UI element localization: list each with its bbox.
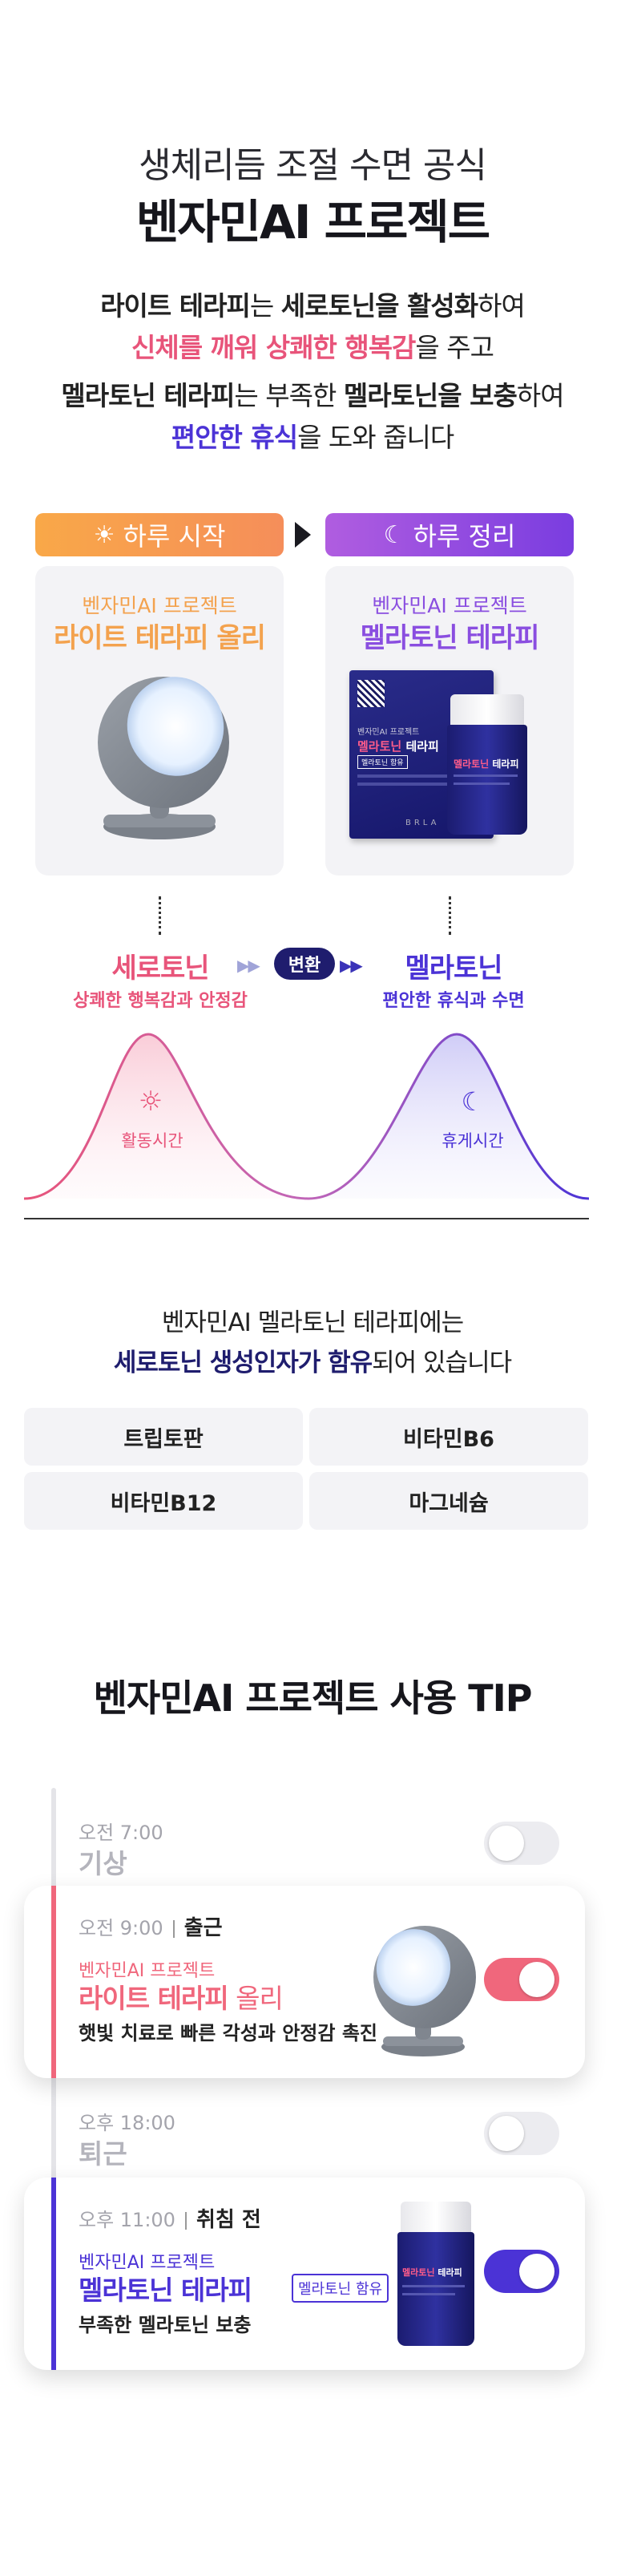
ingredient-vitamin-b6: 비타민B6 — [309, 1408, 588, 1466]
rhythm-line — [23, 1033, 590, 1200]
melatonin-label: 멜라토닌 — [405, 952, 502, 985]
rest-time-label: 휴게시간 — [442, 1131, 503, 1151]
rest-area — [308, 1034, 589, 1199]
moon-icon: ☾ — [462, 1086, 485, 1117]
connector-right — [449, 896, 451, 935]
sun-icon: ☀ — [93, 520, 115, 549]
card-product: 멜라토닌 테라피 — [360, 622, 540, 654]
tip-label: 기상 — [79, 1848, 127, 1879]
tip-brand: 벤자민AI 프로젝트 — [79, 1961, 216, 1981]
tip-time: 오후 18:00 — [79, 2112, 175, 2134]
serotonin-label: 세로토닌 — [111, 952, 209, 985]
tip-title: 벤자민AI 프로젝트 사용 TIP — [93, 1676, 533, 1720]
tip-card-bedtime: 오후 11:00 취침 전 벤자민AI 프로젝트 멜라토닌 테라피 멜라토닌 함유… — [24, 2178, 585, 2370]
tip-brand: 벤자민AI 프로젝트 — [79, 2253, 216, 2273]
melatonin-bottle-image: 멜라토닌 테라피 — [447, 694, 527, 835]
tip-time: 오후 11:00 취침 전 — [79, 2208, 261, 2232]
qr-code-icon — [357, 680, 385, 707]
card-product: 라이트 테라피 올리 — [54, 622, 266, 654]
day-start-header: ☀ 하루 시작 — [35, 513, 284, 556]
moon-icon: ☾ — [383, 520, 405, 549]
page-title: 벤자민AI 프로젝트 — [135, 195, 490, 249]
ingredient-vitamin-b12: 비타민B12 — [24, 1472, 303, 1530]
melatonin-badge: 멜라토닌 함유 — [292, 2274, 389, 2303]
connector-left — [159, 896, 161, 935]
tip-label: 퇴근 — [79, 2138, 127, 2170]
timeline-active-red — [51, 1886, 56, 2078]
light-lamp-image — [98, 677, 229, 839]
tip-product: 멜라토닌 테라피 — [79, 2275, 252, 2306]
tip-desc: 햇빛 치료로 빠른 각성과 안정감 촉진 — [79, 2022, 377, 2044]
active-time-label: 활동시간 — [121, 1131, 183, 1151]
ingredients-intro-1: 벤자민AI 멜라토닌 테라피에는 — [161, 1308, 464, 1337]
intro-line-1: 라이트 테라피는 세로토닌을 활성화하여 — [100, 290, 526, 321]
timeline-active-purple — [51, 2178, 56, 2370]
tip-card-commute: 오전 9:00 출근 벤자민AI 프로젝트 라이트 테라피 올리 햇빛 치료로 빠… — [24, 1886, 585, 2078]
arrow-icons-left: ▶▶ — [237, 956, 260, 975]
toggle-wake[interactable] — [484, 1822, 559, 1865]
card-brand: 벤자민AI 프로젝트 — [82, 594, 237, 617]
light-lamp-image — [373, 1926, 476, 2056]
toggle-melatonin-therapy[interactable] — [484, 2250, 559, 2293]
melatonin-bottle-image: 멜라토닌 테라피 — [397, 2202, 474, 2346]
card-brand: 벤자민AI 프로젝트 — [372, 594, 527, 617]
serotonin-desc: 상쾌한 행복감과 안정감 — [73, 991, 248, 1011]
melatonin-therapy-card[interactable]: 벤자민AI 프로젝트 멜라토닌 테라피 벤자민AI 프로젝트 멜라토닌 테라피 … — [325, 566, 574, 876]
arrow-right-icon — [295, 522, 311, 548]
arrow-icons-right: ▶▶ — [340, 956, 363, 975]
light-therapy-card[interactable]: 벤자민AI 프로젝트 라이트 테라피 올리 — [35, 566, 284, 876]
ingredients-intro-2: 세로토닌 생성인자가 함유되어 있습니다 — [113, 1349, 512, 1377]
intro-line-4: 편안한 휴식을 도와 줍니다 — [171, 422, 454, 453]
toggle-light-therapy[interactable] — [484, 1958, 559, 2001]
tip-desc: 부족한 멜라토닌 보충 — [79, 2314, 252, 2336]
page-subtitle: 생체리듬 조절 수면 공식 — [139, 145, 487, 186]
active-area — [24, 1034, 308, 1199]
day-end-header: ☾ 하루 정리 — [325, 513, 574, 556]
melatonin-desc: 편안한 휴식과 수면 — [382, 991, 525, 1011]
circadian-chart: ☼ ☾ 활동시간 휴게시간 새벽아침낮저녁밤새벽 — [23, 1033, 590, 1219]
convert-badge: 변환 — [274, 948, 335, 980]
intro-line-2: 신체를 깨워 상쾌한 행복감을 주고 — [131, 332, 494, 363]
tip-time: 오전 7:00 — [79, 1822, 163, 1844]
ingredient-magnesium: 마그네슘 — [309, 1472, 588, 1530]
intro-line-3: 멜라토닌 테라피는 부족한 멜라토닌을 보충하여 — [61, 380, 564, 411]
tip-product: 라이트 테라피 올리 — [79, 1983, 284, 2014]
ingredient-tryptophan: 트립토판 — [24, 1408, 303, 1466]
tip-time: 오전 9:00 출근 — [79, 1916, 223, 1940]
sun-icon: ☼ — [139, 1086, 163, 1118]
toggle-off-work[interactable] — [484, 2112, 559, 2155]
